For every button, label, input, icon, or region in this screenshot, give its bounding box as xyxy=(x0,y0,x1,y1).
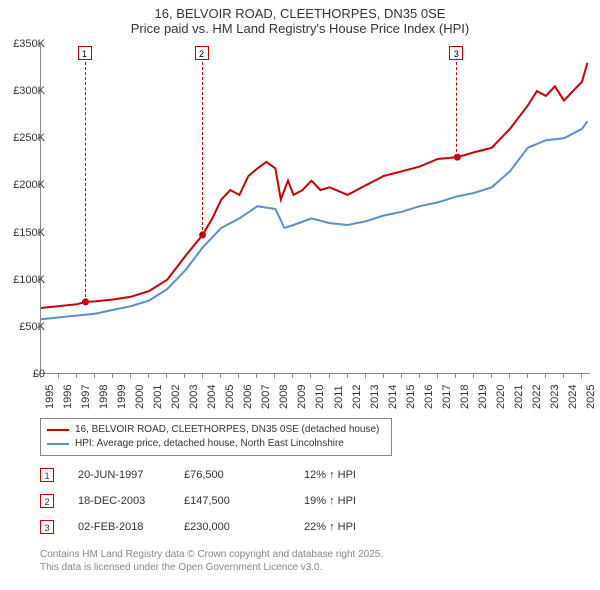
x-tick-label: 2000 xyxy=(134,385,146,409)
y-tick-label: £100K xyxy=(13,274,45,286)
x-tick-label: 2017 xyxy=(441,385,453,409)
marker-icon: 3 xyxy=(40,520,54,534)
sale-marker-line xyxy=(456,62,457,157)
footer-attribution: Contains HM Land Registry data © Crown c… xyxy=(40,548,383,574)
y-tick-label: £150K xyxy=(13,227,45,239)
legend-swatch xyxy=(47,429,69,431)
legend-label: 16, BELVOIR ROAD, CLEETHORPES, DN35 0SE … xyxy=(75,423,379,437)
y-tick-label: £300K xyxy=(13,85,45,97)
legend: 16, BELVOIR ROAD, CLEETHORPES, DN35 0SE … xyxy=(40,418,392,456)
sale-date: 02-FEB-2018 xyxy=(54,521,184,533)
y-tick-label: £350K xyxy=(13,38,45,50)
legend-label: HPI: Average price, detached house, Nort… xyxy=(75,437,344,451)
sale-date: 18-DEC-2003 xyxy=(54,495,184,507)
y-tick-label: £250K xyxy=(13,132,45,144)
x-tick-label: 2014 xyxy=(387,385,399,409)
x-tick-label: 2010 xyxy=(314,385,326,409)
x-tick-label: 1995 xyxy=(44,385,56,409)
marker-icon: 1 xyxy=(40,468,54,482)
chart-svg xyxy=(41,44,591,374)
x-tick-label: 2012 xyxy=(351,385,363,409)
x-tick-label: 2016 xyxy=(423,385,435,409)
x-tick-label: 2002 xyxy=(170,385,182,409)
x-tick-label: 2020 xyxy=(495,385,507,409)
x-tick-label: 2015 xyxy=(405,385,417,409)
y-tick-label: £200K xyxy=(13,179,45,191)
sales-table: 1 20-JUN-1997 £76,500 12% ↑ HPI 2 18-DEC… xyxy=(40,462,404,540)
sale-marker-box: 2 xyxy=(195,46,209,60)
sale-marker-dot xyxy=(199,231,206,238)
sale-date: 20-JUN-1997 xyxy=(54,469,184,481)
series-line-hpi_average xyxy=(41,121,587,319)
x-tick-label: 2021 xyxy=(513,385,525,409)
x-tick-label: 1997 xyxy=(80,385,92,409)
x-tick-label: 2019 xyxy=(477,385,489,409)
sale-marker-box: 3 xyxy=(449,46,463,60)
title-subtitle: Price paid vs. HM Land Registry's House … xyxy=(0,21,600,36)
x-tick-label: 2003 xyxy=(188,385,200,409)
sale-diff: 12% ↑ HPI xyxy=(304,469,404,481)
x-tick-label: 2001 xyxy=(152,385,164,409)
chart-plot-area xyxy=(40,44,590,374)
sales-row: 3 02-FEB-2018 £230,000 22% ↑ HPI xyxy=(40,514,404,540)
x-tick-label: 2013 xyxy=(369,385,381,409)
sale-price: £76,500 xyxy=(184,469,304,481)
sale-marker-line xyxy=(202,62,203,235)
sale-price: £230,000 xyxy=(184,521,304,533)
x-tick-label: 2011 xyxy=(333,385,345,409)
legend-swatch xyxy=(47,443,69,445)
x-tick-label: 1999 xyxy=(116,385,128,409)
x-tick-label: 1998 xyxy=(98,385,110,409)
legend-item: HPI: Average price, detached house, Nort… xyxy=(47,437,385,451)
footer-line: Contains HM Land Registry data © Crown c… xyxy=(40,548,383,561)
x-tick-label: 2007 xyxy=(260,385,272,409)
sales-row: 2 18-DEC-2003 £147,500 19% ↑ HPI xyxy=(40,488,404,514)
x-tick-label: 2025 xyxy=(585,385,597,409)
x-tick-label: 2018 xyxy=(459,385,471,409)
x-tick-label: 2005 xyxy=(224,385,236,409)
footer-line: This data is licensed under the Open Gov… xyxy=(40,561,383,574)
title-address: 16, BELVOIR ROAD, CLEETHORPES, DN35 0SE xyxy=(0,6,600,21)
sale-price: £147,500 xyxy=(184,495,304,507)
sale-marker-box: 1 xyxy=(78,46,92,60)
chart-title: 16, BELVOIR ROAD, CLEETHORPES, DN35 0SE … xyxy=(0,0,600,36)
x-tick-label: 2023 xyxy=(549,385,561,409)
series-line-property_price_paid xyxy=(41,63,587,308)
x-tick-label: 2004 xyxy=(206,385,218,409)
y-tick-label: £50K xyxy=(19,321,45,333)
sale-diff: 22% ↑ HPI xyxy=(304,521,404,533)
x-tick-label: 2006 xyxy=(242,385,254,409)
sales-row: 1 20-JUN-1997 £76,500 12% ↑ HPI xyxy=(40,462,404,488)
sale-marker-dot xyxy=(82,298,89,305)
x-tick-label: 2024 xyxy=(567,385,579,409)
sale-marker-line xyxy=(85,62,86,302)
x-tick-label: 2022 xyxy=(531,385,543,409)
legend-item: 16, BELVOIR ROAD, CLEETHORPES, DN35 0SE … xyxy=(47,423,385,437)
x-tick-label: 1996 xyxy=(62,385,74,409)
x-tick-label: 2008 xyxy=(278,385,290,409)
marker-icon: 2 xyxy=(40,494,54,508)
sale-marker-dot xyxy=(454,154,461,161)
x-tick-label: 2009 xyxy=(296,385,308,409)
sale-diff: 19% ↑ HPI xyxy=(304,495,404,507)
